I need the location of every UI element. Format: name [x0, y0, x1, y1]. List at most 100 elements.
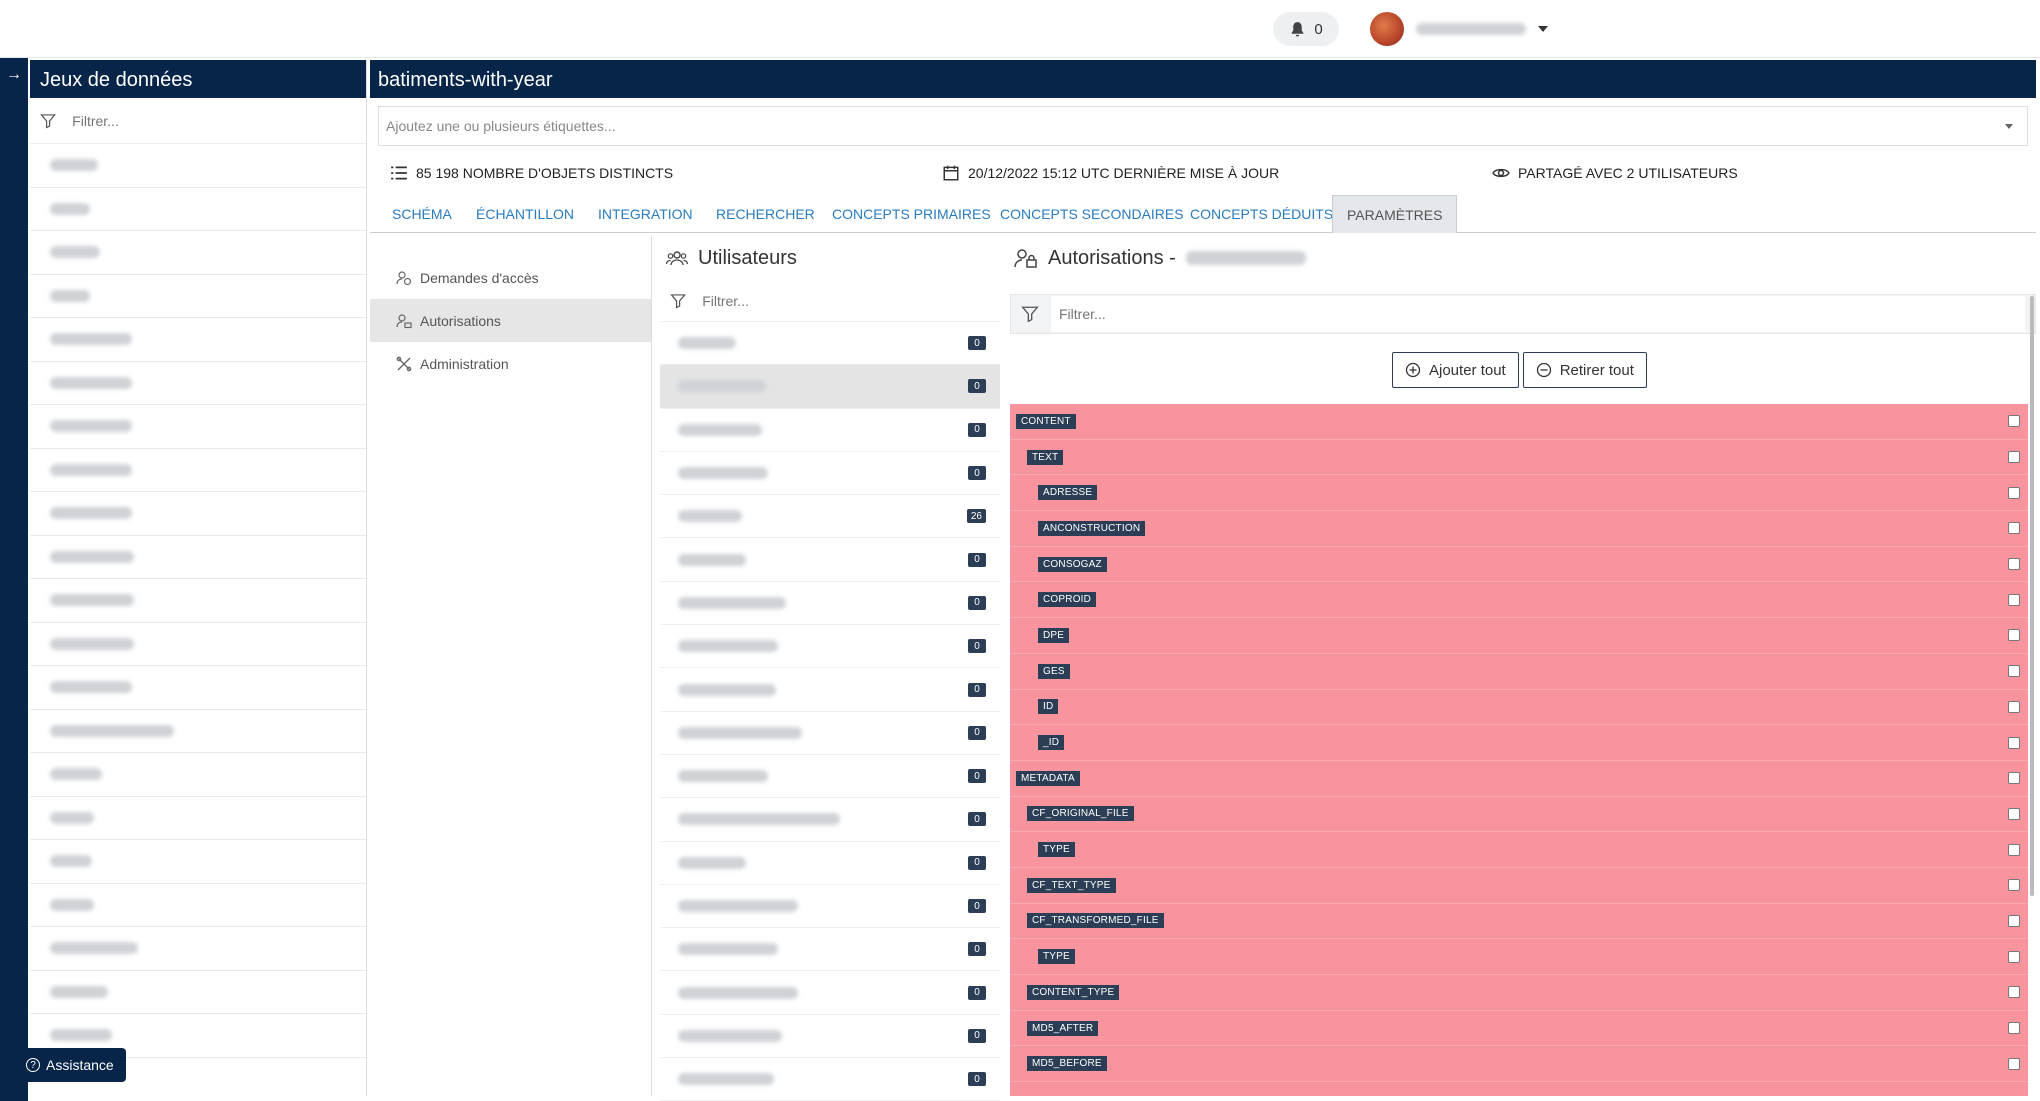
user-count-badge: 0 [968, 336, 986, 351]
notifications-button[interactable]: 0 [1273, 12, 1339, 46]
tools-icon [396, 356, 412, 371]
field-checkbox[interactable] [2008, 593, 2020, 606]
user-row[interactable]: 0 [660, 971, 1000, 1015]
user-name-redacted [678, 423, 762, 436]
filter-icon [670, 293, 686, 309]
user-row[interactable]: 0 [660, 885, 1000, 929]
field-checkbox[interactable] [2008, 415, 2020, 428]
users-filter-input[interactable] [702, 292, 990, 309]
user-row[interactable]: 26 [660, 495, 1000, 539]
field-checkbox[interactable] [2008, 986, 2020, 999]
user-row[interactable]: 0 [660, 625, 1000, 669]
field-checkbox[interactable] [2008, 736, 2020, 749]
tab-search[interactable]: RECHERCHER [716, 206, 815, 222]
field-checkbox[interactable] [2008, 629, 2020, 642]
user-row[interactable]: 0 [660, 365, 1000, 409]
user-row[interactable]: 0 [660, 452, 1000, 496]
dataset-item[interactable] [30, 753, 366, 797]
field-checkbox[interactable] [2008, 879, 2020, 892]
list-icon [391, 166, 407, 180]
user-row[interactable]: 0 [660, 538, 1000, 582]
field-row: CF_TEXT_TYPE [1010, 868, 2028, 904]
dataset-item[interactable] [30, 797, 366, 840]
dataset-item[interactable] [30, 318, 366, 362]
dataset-item[interactable] [30, 1014, 366, 1058]
remove-all-button[interactable]: Retirer tout [1522, 352, 1647, 388]
tab-secondary-concepts[interactable]: CONCEPTS SECONDAIRES [1000, 206, 1184, 222]
users-column: Utilisateurs 0 0 0 0 26 0 0 0 0 0 0 0 0 0 0 0 0 0 [660, 236, 1000, 1101]
datasets-filter-input[interactable] [72, 112, 356, 129]
field-checkbox[interactable] [2008, 558, 2020, 571]
dataset-title: batiments-with-year [370, 60, 2036, 98]
field-checkbox[interactable] [2008, 950, 2020, 963]
field-checkbox[interactable] [2008, 843, 2020, 856]
chevron-down-icon[interactable] [2005, 124, 2013, 129]
user-row[interactable]: 0 [660, 712, 1000, 755]
dataset-name-redacted [50, 376, 132, 389]
dataset-item[interactable] [30, 362, 366, 405]
user-row[interactable]: 0 [660, 1058, 1000, 1101]
eye-icon [1492, 168, 1510, 178]
user-count-badge: 0 [968, 812, 986, 827]
user-row[interactable]: 0 [660, 582, 1000, 626]
field-tag: CONSOGAZ [1038, 556, 1107, 572]
dataset-item[interactable] [30, 188, 366, 231]
tab-integration[interactable]: INTEGRATION [598, 206, 693, 222]
user-row[interactable]: 0 [660, 798, 1000, 842]
tab-primary-concepts[interactable]: CONCEPTS PRIMAIRES [832, 206, 991, 222]
dataset-item[interactable] [30, 579, 366, 623]
dataset-item[interactable] [30, 492, 366, 536]
dataset-item[interactable] [30, 884, 366, 927]
tags-input[interactable]: Ajoutez une ou plusieurs étiquettes... [378, 106, 2028, 146]
subnav-access-requests[interactable]: Demandes d'accès [370, 256, 651, 299]
dataset-detail-panel: batiments-with-year Ajoutez une ou plusi… [370, 60, 2036, 1101]
user-row[interactable]: 0 [660, 755, 1000, 799]
field-checkbox[interactable] [2008, 807, 2020, 820]
subnav-authorizations[interactable]: Autorisations [370, 299, 651, 342]
dataset-item[interactable] [30, 536, 366, 579]
tab-derived-concepts[interactable]: CONCEPTS DÉDUITS [1190, 206, 1334, 222]
add-all-button[interactable]: Ajouter tout [1392, 352, 1519, 388]
user-row[interactable]: 0 [660, 1015, 1000, 1059]
dataset-item[interactable] [30, 927, 366, 971]
dataset-item[interactable] [30, 231, 366, 275]
tab-schema[interactable]: SCHÉMA [392, 206, 452, 222]
dataset-item[interactable] [30, 710, 366, 753]
field-checkbox[interactable] [2008, 914, 2020, 927]
dataset-item[interactable] [30, 666, 366, 710]
field-checkbox[interactable] [2008, 486, 2020, 499]
field-checkbox[interactable] [2008, 700, 2020, 713]
dataset-item[interactable] [30, 405, 366, 449]
user-row[interactable]: 0 [660, 409, 1000, 452]
dataset-item[interactable] [30, 275, 366, 318]
field-checkbox[interactable] [2008, 522, 2020, 535]
filter-icon [1021, 306, 1039, 323]
subnav-administration[interactable]: Administration [370, 342, 651, 385]
field-checkbox[interactable] [2008, 1057, 2020, 1070]
dataset-item[interactable] [30, 449, 366, 492]
expand-arrow-icon[interactable]: → [6, 66, 22, 83]
stat-objects: 85 198 NOMBRE D'OBJETS DISTINCTS [390, 164, 673, 182]
field-checkbox[interactable] [2008, 1022, 2020, 1035]
field-checkbox[interactable] [2008, 772, 2020, 785]
dataset-item[interactable] [30, 623, 366, 666]
field-row: TYPE [1010, 939, 2028, 975]
user-row[interactable]: 0 [660, 322, 1000, 366]
dataset-item[interactable] [30, 971, 366, 1014]
authorizations-filter-input[interactable] [1051, 296, 2025, 332]
tab-sample[interactable]: ÉCHANTILLON [476, 206, 575, 222]
assistance-button[interactable]: ? Assistance [14, 1048, 126, 1082]
dataset-item[interactable] [30, 144, 366, 188]
field-checkbox[interactable] [2008, 665, 2020, 678]
user-row[interactable]: 0 [660, 668, 1000, 712]
tab-settings[interactable]: PARAMÈTRES [1332, 195, 1458, 233]
field-tag: _ID [1038, 735, 1065, 751]
field-tag: CONTENT [1016, 413, 1076, 429]
user-menu[interactable] [1370, 10, 1548, 48]
user-row[interactable]: 0 [660, 928, 1000, 972]
scrollbar[interactable] [2030, 296, 2034, 896]
authorizations-filter [1010, 294, 2036, 334]
user-row[interactable]: 0 [660, 842, 1000, 885]
field-checkbox[interactable] [2008, 451, 2020, 464]
dataset-item[interactable] [30, 840, 366, 884]
